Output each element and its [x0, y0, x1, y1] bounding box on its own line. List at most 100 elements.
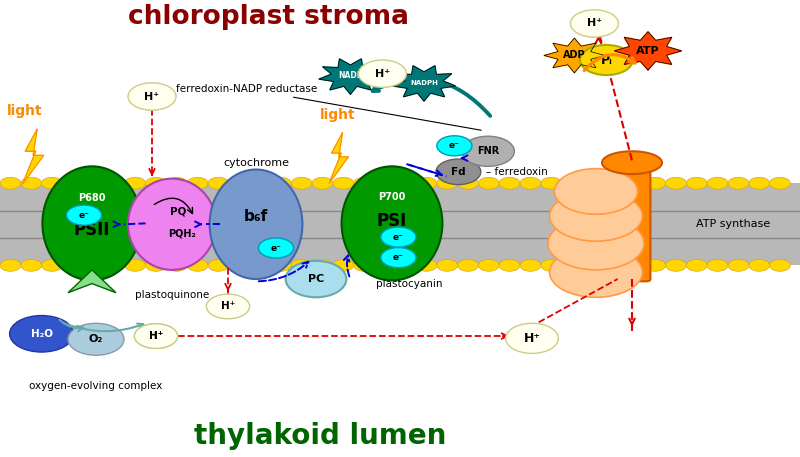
- Text: H⁺: H⁺: [149, 331, 163, 341]
- Circle shape: [146, 177, 166, 189]
- Circle shape: [624, 260, 645, 271]
- Circle shape: [437, 136, 472, 156]
- Circle shape: [520, 260, 541, 271]
- Text: light: light: [320, 108, 356, 122]
- Circle shape: [229, 177, 250, 189]
- Circle shape: [270, 177, 291, 189]
- Circle shape: [66, 205, 102, 225]
- Circle shape: [10, 315, 74, 352]
- Polygon shape: [319, 59, 382, 94]
- Circle shape: [624, 177, 645, 189]
- Text: ATP synthase: ATP synthase: [696, 219, 770, 229]
- Circle shape: [541, 260, 562, 271]
- Text: ADP: ADP: [563, 50, 586, 60]
- Text: b₆f: b₆f: [244, 208, 268, 223]
- Circle shape: [506, 323, 558, 353]
- Polygon shape: [544, 38, 605, 73]
- Circle shape: [395, 260, 416, 271]
- Circle shape: [562, 177, 582, 189]
- Ellipse shape: [210, 170, 302, 279]
- Ellipse shape: [550, 247, 642, 298]
- Text: PC: PC: [308, 274, 324, 284]
- Circle shape: [312, 260, 333, 271]
- Circle shape: [381, 248, 416, 268]
- Text: cytochrome: cytochrome: [223, 158, 289, 168]
- Text: oxygen-evolving complex: oxygen-evolving complex: [30, 381, 162, 391]
- Text: NADP: NADP: [338, 71, 362, 80]
- Polygon shape: [68, 270, 116, 293]
- Text: – ferredoxin: – ferredoxin: [486, 167, 548, 177]
- Circle shape: [728, 177, 749, 189]
- Circle shape: [125, 177, 146, 189]
- Circle shape: [312, 177, 333, 189]
- Text: ferredoxin-NADP reductase: ferredoxin-NADP reductase: [176, 84, 482, 130]
- Text: light: light: [6, 104, 42, 118]
- Text: H⁺: H⁺: [587, 18, 602, 28]
- Text: H⁺: H⁺: [375, 69, 390, 79]
- Text: e⁻: e⁻: [393, 253, 404, 262]
- Circle shape: [645, 177, 666, 189]
- Text: H₂O: H₂O: [30, 329, 53, 339]
- Circle shape: [0, 260, 21, 271]
- Circle shape: [229, 260, 250, 271]
- Circle shape: [707, 260, 728, 271]
- Circle shape: [395, 177, 416, 189]
- Circle shape: [478, 260, 499, 271]
- Circle shape: [250, 260, 270, 271]
- Circle shape: [291, 177, 312, 189]
- Ellipse shape: [554, 169, 638, 214]
- Polygon shape: [614, 32, 682, 70]
- Circle shape: [478, 177, 499, 189]
- Text: ATP: ATP: [636, 46, 660, 56]
- Text: Fd: Fd: [451, 167, 466, 177]
- Text: P700: P700: [378, 192, 406, 202]
- Circle shape: [83, 177, 104, 189]
- Ellipse shape: [548, 217, 644, 270]
- Polygon shape: [393, 66, 455, 101]
- Circle shape: [416, 260, 437, 271]
- Text: PSII: PSII: [74, 221, 110, 239]
- Circle shape: [354, 260, 374, 271]
- Circle shape: [333, 177, 354, 189]
- Circle shape: [62, 177, 83, 189]
- Circle shape: [62, 260, 83, 271]
- Text: PSI: PSI: [377, 212, 407, 230]
- Circle shape: [104, 260, 125, 271]
- Circle shape: [374, 177, 395, 189]
- Bar: [0, 183, 800, 266]
- Circle shape: [187, 177, 208, 189]
- Text: e⁻: e⁻: [449, 141, 460, 150]
- Circle shape: [134, 324, 178, 348]
- Polygon shape: [22, 129, 44, 184]
- Circle shape: [562, 260, 582, 271]
- Circle shape: [354, 177, 374, 189]
- Text: e⁻: e⁻: [270, 244, 282, 253]
- Circle shape: [68, 323, 124, 355]
- Ellipse shape: [128, 179, 216, 270]
- Circle shape: [462, 136, 514, 166]
- Circle shape: [146, 260, 166, 271]
- Circle shape: [436, 159, 481, 185]
- Circle shape: [166, 260, 187, 271]
- Circle shape: [187, 260, 208, 271]
- Circle shape: [582, 177, 603, 189]
- Circle shape: [582, 260, 603, 271]
- Circle shape: [358, 60, 406, 87]
- Circle shape: [666, 177, 686, 189]
- Circle shape: [128, 83, 176, 110]
- Circle shape: [374, 260, 395, 271]
- Circle shape: [749, 177, 770, 189]
- Ellipse shape: [550, 191, 642, 241]
- Text: O₂: O₂: [89, 334, 103, 344]
- Circle shape: [520, 177, 541, 189]
- Text: P680: P680: [78, 193, 106, 203]
- Circle shape: [125, 260, 146, 271]
- Ellipse shape: [602, 151, 662, 174]
- Circle shape: [437, 177, 458, 189]
- Circle shape: [42, 177, 62, 189]
- Circle shape: [499, 260, 520, 271]
- Text: e⁻: e⁻: [393, 233, 404, 242]
- Circle shape: [603, 177, 624, 189]
- Circle shape: [707, 177, 728, 189]
- Circle shape: [208, 260, 229, 271]
